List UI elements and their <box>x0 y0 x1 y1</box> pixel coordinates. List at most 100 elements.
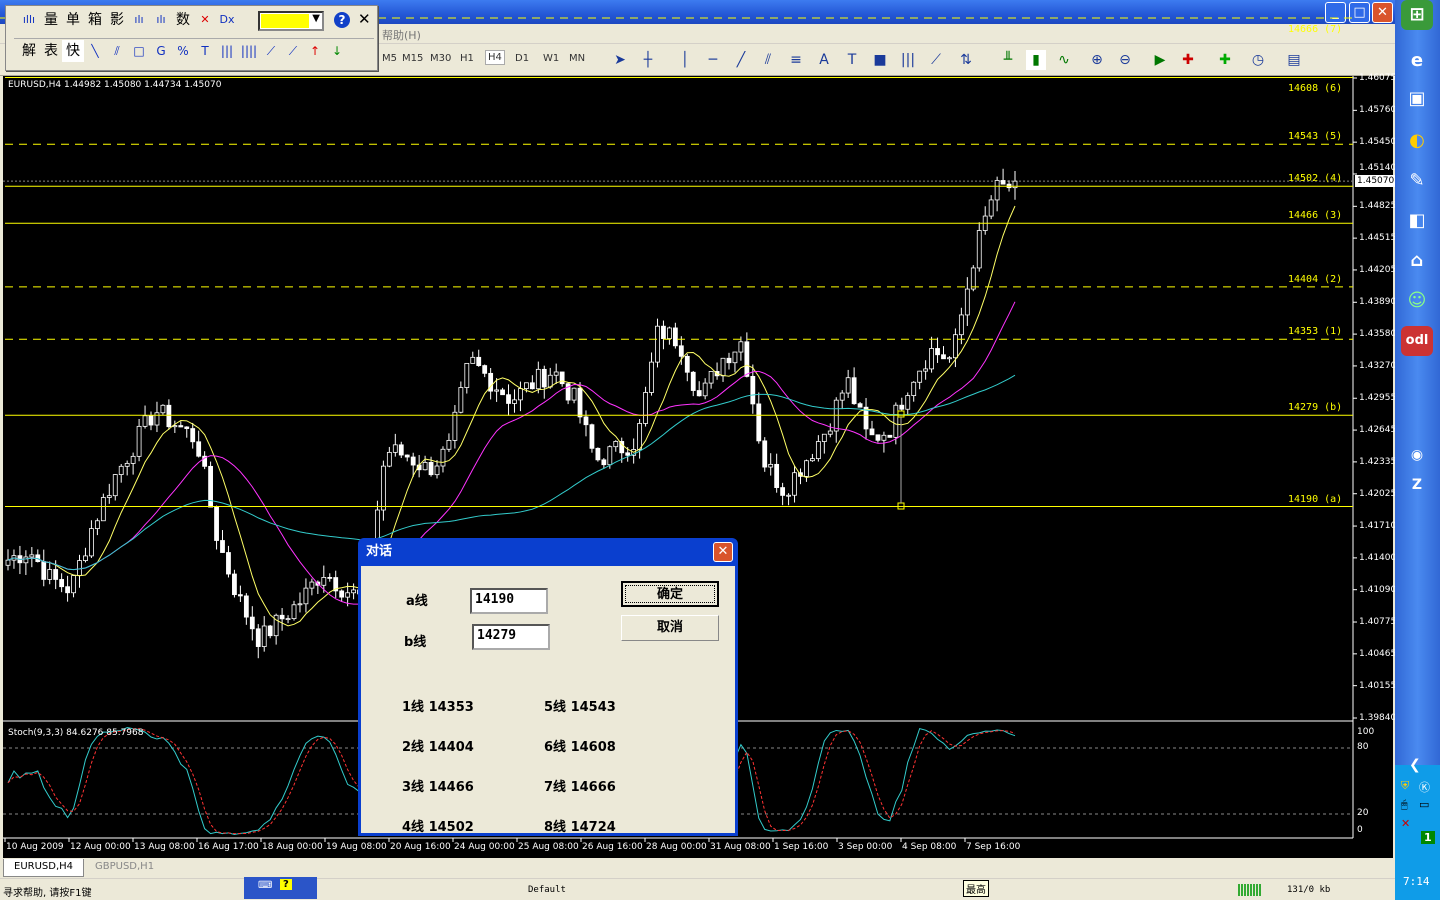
a-line-input[interactable]: 14190 <box>470 588 548 614</box>
tool-3-button[interactable]: 箱 <box>88 12 102 28</box>
profile-name: Default <box>528 885 566 895</box>
chart-shift-icon[interactable]: ✚ <box>1182 52 1194 68</box>
candle <box>1012 180 1018 189</box>
percent-lines-icon[interactable]: % <box>177 44 189 58</box>
system-tray: ❮ ⛨ Ⓚ 🖱 ▭ ✕ 1 7:14 <box>1395 757 1440 900</box>
start-button[interactable]: ⊞ <box>1401 0 1433 30</box>
timeframe-mn-button[interactable]: MN <box>569 53 586 64</box>
bars-icon-2[interactable]: ılı <box>156 13 166 26</box>
text-label-icon[interactable]: T <box>847 52 857 68</box>
text-icon[interactable]: A <box>819 52 829 68</box>
candle <box>774 463 780 488</box>
close-button[interactable]: ✕ <box>1372 2 1393 23</box>
app3-icon[interactable]: ◧ <box>1408 210 1426 231</box>
tool-7-button[interactable]: 数 <box>176 12 190 28</box>
tab-eurusd-h4[interactable]: EURUSD,H4 <box>3 859 85 877</box>
bars-icon-1[interactable]: ılı <box>134 13 144 26</box>
tray-expand-icon[interactable]: ❮ <box>1409 757 1421 773</box>
ie-icon[interactable]: e <box>1410 50 1424 71</box>
vlines2-icon[interactable]: |||| <box>240 44 258 58</box>
minimize-button[interactable]: _ <box>1325 2 1346 23</box>
zoom-out-icon[interactable]: ⊖ <box>1119 52 1131 68</box>
dx-icon[interactable]: Dx <box>219 13 235 26</box>
fibo-fan-icon[interactable]: ⟋ <box>931 52 941 68</box>
arrow-down-icon[interactable]: ↓ <box>331 44 343 58</box>
maximize-button[interactable]: □ <box>1349 2 1370 23</box>
window-icon[interactable]: ⌂ <box>1410 250 1424 271</box>
tray-1-icon[interactable]: 1 <box>1421 831 1435 844</box>
line-icon[interactable]: ╲ <box>91 44 99 58</box>
t-lines-icon[interactable]: T <box>201 44 209 58</box>
mouse-icon[interactable]: 🖱 <box>1401 798 1408 811</box>
b-line-input[interactable]: 14279 <box>472 624 550 650</box>
rect-icon[interactable]: □ <box>133 44 145 58</box>
dialog-close-button[interactable]: ✕ <box>713 542 733 562</box>
candle <box>643 392 648 424</box>
color-picker[interactable]: ▼ <box>258 11 324 31</box>
equidistant-channel-icon[interactable]: ⫽ <box>764 52 772 68</box>
tool-2-button[interactable]: 单 <box>66 12 80 28</box>
close-toolbar-icon[interactable]: ✕ <box>358 10 371 28</box>
quick-launch-icon-1[interactable]: ◉ <box>1410 447 1424 463</box>
timeframe-m30-button[interactable]: M30 <box>430 53 452 64</box>
arrows-icon[interactable]: ⇅ <box>960 52 972 68</box>
timeframe-d1-button[interactable]: D1 <box>515 53 530 64</box>
quick-launch-icon-2[interactable]: Z <box>1411 477 1423 493</box>
price-chart[interactable] <box>3 76 1393 858</box>
timeframe-h1-button[interactable]: H1 <box>460 53 474 64</box>
tool-1-button[interactable]: 量 <box>44 12 58 28</box>
paint-icon[interactable]: ✎ <box>1409 170 1425 191</box>
zoom-in-icon[interactable]: ⊕ <box>1091 52 1103 68</box>
fibo-icon[interactable]: ≡ <box>790 52 802 68</box>
candles-icon[interactable]: ıllı <box>22 13 36 26</box>
cursor-icon[interactable]: ➤ <box>614 52 626 68</box>
candle <box>565 383 571 401</box>
tool2-2-button[interactable]: 快 <box>62 40 84 62</box>
g-lines-icon[interactable]: G <box>156 44 166 58</box>
trendline-icon[interactable]: ╱ <box>736 52 746 68</box>
cycle-lines-icon[interactable]: ||| <box>900 52 916 68</box>
line-chart-icon[interactable]: ∿ <box>1058 52 1070 68</box>
security-icon[interactable]: ⛨ <box>1401 779 1410 792</box>
tool2-1-button[interactable]: 表 <box>44 43 58 59</box>
network-icon[interactable]: ▭ <box>1419 798 1430 811</box>
odl-icon[interactable]: odl <box>1401 326 1433 356</box>
vlines-icon[interactable]: ||| <box>220 44 234 58</box>
bar-chart-icon[interactable]: ╨ <box>1003 52 1013 68</box>
channel-icon[interactable]: ⫽ <box>114 44 120 58</box>
timeframe-m15-button[interactable]: M15 <box>402 53 424 64</box>
tab-gbpusd-h1[interactable]: GBPUSD,H1 <box>95 861 155 872</box>
fan-icon[interactable]: ⟋ <box>266 44 276 58</box>
tray-icon-k[interactable]: Ⓚ <box>1419 781 1430 794</box>
ime-toolbar[interactable]: ⌨ ? <box>244 877 317 899</box>
tool-4-button[interactable]: 影 <box>110 12 124 28</box>
fan2-icon[interactable]: ⟋ <box>288 44 298 58</box>
crosshair-icon[interactable]: ┼ <box>643 52 653 68</box>
ok-button[interactable]: 确定 <box>621 581 719 607</box>
keyboard-icon[interactable]: ⌨ <box>258 880 273 891</box>
vertical-line-icon[interactable]: │ <box>680 52 690 68</box>
timeframe-h4-button[interactable]: H4 <box>485 50 505 65</box>
tool2-0-button[interactable]: 解 <box>22 43 36 59</box>
help-icon[interactable]: ? <box>334 12 350 28</box>
help-balloon-icon[interactable]: ? <box>280 879 292 890</box>
app2-icon[interactable]: ◐ <box>1409 130 1425 151</box>
timeframe-m5-button[interactable]: M5 <box>382 53 397 64</box>
horizontal-line-icon[interactable]: ─ <box>708 52 718 68</box>
network-disconnected-icon[interactable]: ✕ <box>1401 817 1411 830</box>
rectangle-icon[interactable]: ■ <box>873 52 887 68</box>
auto-scroll-icon[interactable]: ▶ <box>1154 52 1166 68</box>
cross-icon[interactable]: ✕ <box>200 13 210 26</box>
indicators-icon[interactable]: ✚ <box>1219 52 1231 68</box>
templates-icon[interactable]: ▤ <box>1287 52 1301 68</box>
floating-toolbar[interactable]: ıllı 量单箱影 ılı ılı 数 ✕ Dx ▼ ? ✕ 解表快 ╲ ⫽ □ G% T ||| |||… <box>5 5 378 71</box>
periods-icon[interactable]: ◷ <box>1251 52 1265 68</box>
users-icon[interactable]: ☺ <box>1407 290 1427 311</box>
arrow-up-icon[interactable]: ↑ <box>309 44 321 58</box>
candle <box>23 556 29 564</box>
cancel-button[interactable]: 取消 <box>621 615 719 641</box>
menu-help[interactable]: 帮助(H) <box>382 29 421 42</box>
candle-chart-icon[interactable]: ▮ <box>1026 50 1046 70</box>
timeframe-w1-button[interactable]: W1 <box>543 53 560 64</box>
app-icon[interactable]: ▣ <box>1408 88 1426 109</box>
